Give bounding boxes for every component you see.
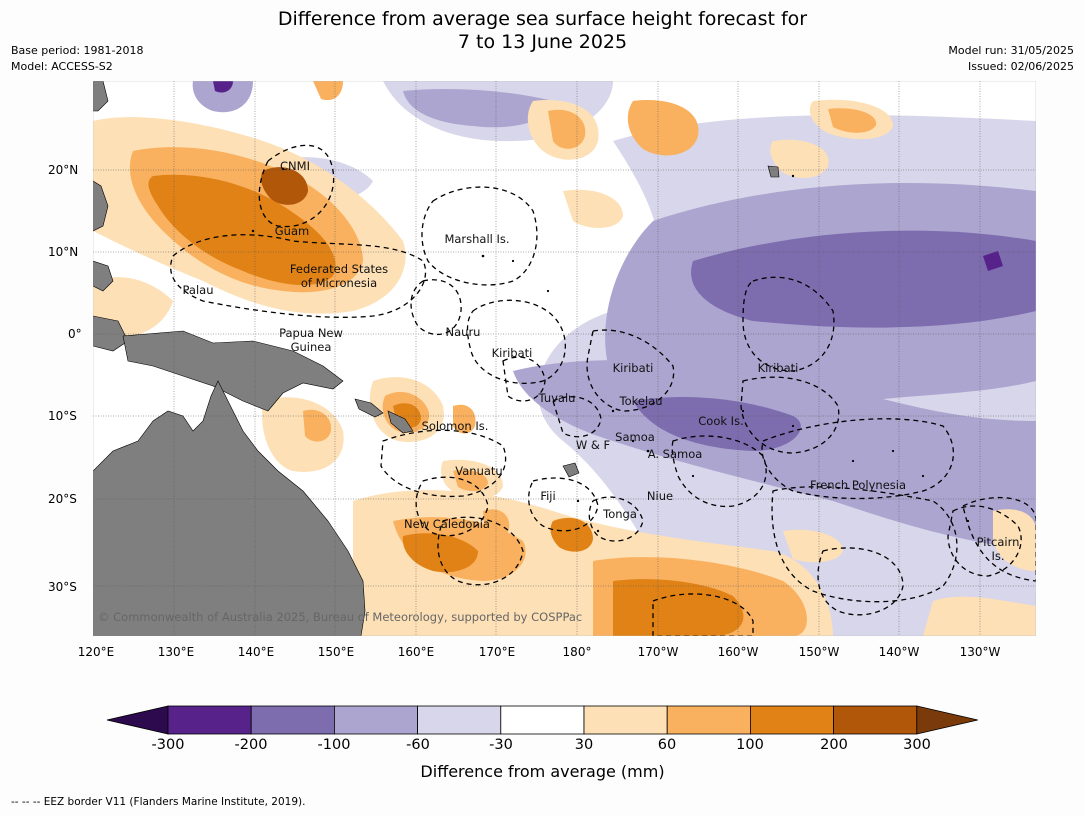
colorbar-swatch (750, 705, 835, 735)
x-tick: 160°W (717, 645, 759, 659)
fiji-island (562, 462, 580, 478)
place-label: Palau (182, 283, 214, 297)
taiwan-luzon (93, 81, 109, 112)
new-guinea (122, 330, 344, 412)
meta-right: Model run: 31/05/2025 Issued: 02/06/2025 (948, 43, 1074, 75)
place-label: Fiji (540, 489, 556, 503)
place-label: New Caledonia (404, 517, 490, 531)
y-tick: 10°N (48, 245, 79, 259)
place-label: Kiribati (757, 361, 799, 375)
place-label: Tonga (603, 507, 637, 521)
place-label: Solomon Is. (421, 419, 489, 433)
place-label: Cook Is. (698, 414, 744, 428)
x-tick: 170°E (478, 645, 516, 659)
hawaii (767, 165, 780, 178)
x-tick: 130°E (157, 645, 195, 659)
sulawesi-maluku (93, 315, 129, 352)
land-masses (93, 81, 780, 636)
place-label: CNMI (280, 159, 310, 173)
colorbar (106, 705, 978, 735)
place-label: Papua New Guinea (279, 326, 343, 354)
colorbar-label: -300 (151, 737, 185, 753)
place-label: Pitcairn Is. (976, 535, 1020, 563)
colorbar-swatch (833, 705, 918, 735)
y-tick: 0° (68, 327, 82, 341)
place-label: Niue (646, 489, 674, 503)
x-tick: 120°E (77, 645, 115, 659)
colorbar-title: Difference from average (mm) (420, 762, 665, 781)
place-label: Vanuatu (455, 464, 503, 478)
colorbar-swatch (333, 705, 418, 735)
place-label: W & F (575, 438, 611, 452)
colorbar-label: 60 (657, 737, 677, 753)
base-period: Base period: 1981-2018 (11, 44, 144, 57)
philippines (93, 180, 109, 232)
place-label: French Polynesia (809, 478, 907, 492)
colorbar-label: 200 (820, 737, 848, 753)
new-britain (354, 398, 384, 418)
place-label: A. Samoa (647, 447, 703, 461)
copyright-notice: © Commonwealth of Australia 2025, Bureau… (98, 610, 583, 624)
x-tick: 130°W (959, 645, 1001, 659)
mindanao (93, 260, 114, 292)
colorbar-swatch (167, 705, 252, 735)
eez-borders (170, 144, 1036, 636)
place-label: Tokelau (619, 394, 663, 408)
colorbar-label: -60 (406, 737, 430, 753)
place-label: Tuvalu (538, 391, 576, 405)
colorbar-swatch (583, 705, 668, 735)
colorbar-label: -30 (489, 737, 513, 753)
model-name: Model: ACCESS-S2 (11, 60, 113, 73)
eez-footnote: -- -- -- EEZ border V11 (Flanders Marine… (11, 796, 306, 808)
graticule (93, 81, 1036, 636)
colorbar-swatch (500, 705, 585, 735)
colorbar-label: 30 (574, 737, 594, 753)
map-title: Difference from average sea surface heig… (277, 8, 808, 53)
colorbar-swatch (417, 705, 502, 735)
x-tick: 160°E (397, 645, 435, 659)
place-label: Guam (274, 224, 310, 238)
colorbar-label: -100 (317, 737, 351, 753)
sea-surface-height-map (93, 81, 1036, 636)
x-tick: 180° (562, 645, 592, 659)
islands (251, 167, 970, 533)
solomon-islands (387, 410, 414, 434)
place-label: Kiribati (491, 346, 533, 360)
y-tick: 20°S (48, 492, 77, 506)
y-tick: 10°S (48, 409, 77, 423)
colorbar-extend-low (106, 705, 169, 735)
x-tick: 150°E (317, 645, 355, 659)
x-tick: 140°E (237, 645, 275, 659)
meta-left: Base period: 1981-2018 Model: ACCESS-S2 (11, 43, 143, 75)
y-tick: 30°S (48, 580, 77, 594)
place-label: Kiribati (612, 361, 654, 375)
colorbar-label: 300 (903, 737, 931, 753)
colorbar-label: 100 (736, 737, 764, 753)
colorbar-swatches (106, 705, 978, 735)
x-tick: 170°W (637, 645, 679, 659)
issued-date: Issued: 02/06/2025 (967, 60, 1074, 73)
place-label: Samoa (615, 430, 655, 444)
colorbar-label: -200 (234, 737, 268, 753)
colorbar-swatch (666, 705, 751, 735)
place-label: Federated States of Micronesia (289, 262, 389, 290)
y-tick: 20°N (48, 163, 79, 177)
colorbar-swatch (250, 705, 335, 735)
place-label: Marshall Is. (444, 232, 510, 246)
colorbar-extend-high (916, 705, 978, 735)
place-label: Nauru (445, 325, 481, 339)
x-tick: 150°W (798, 645, 840, 659)
x-tick: 140°W (878, 645, 920, 659)
model-run: Model run: 31/05/2025 (948, 44, 1074, 57)
